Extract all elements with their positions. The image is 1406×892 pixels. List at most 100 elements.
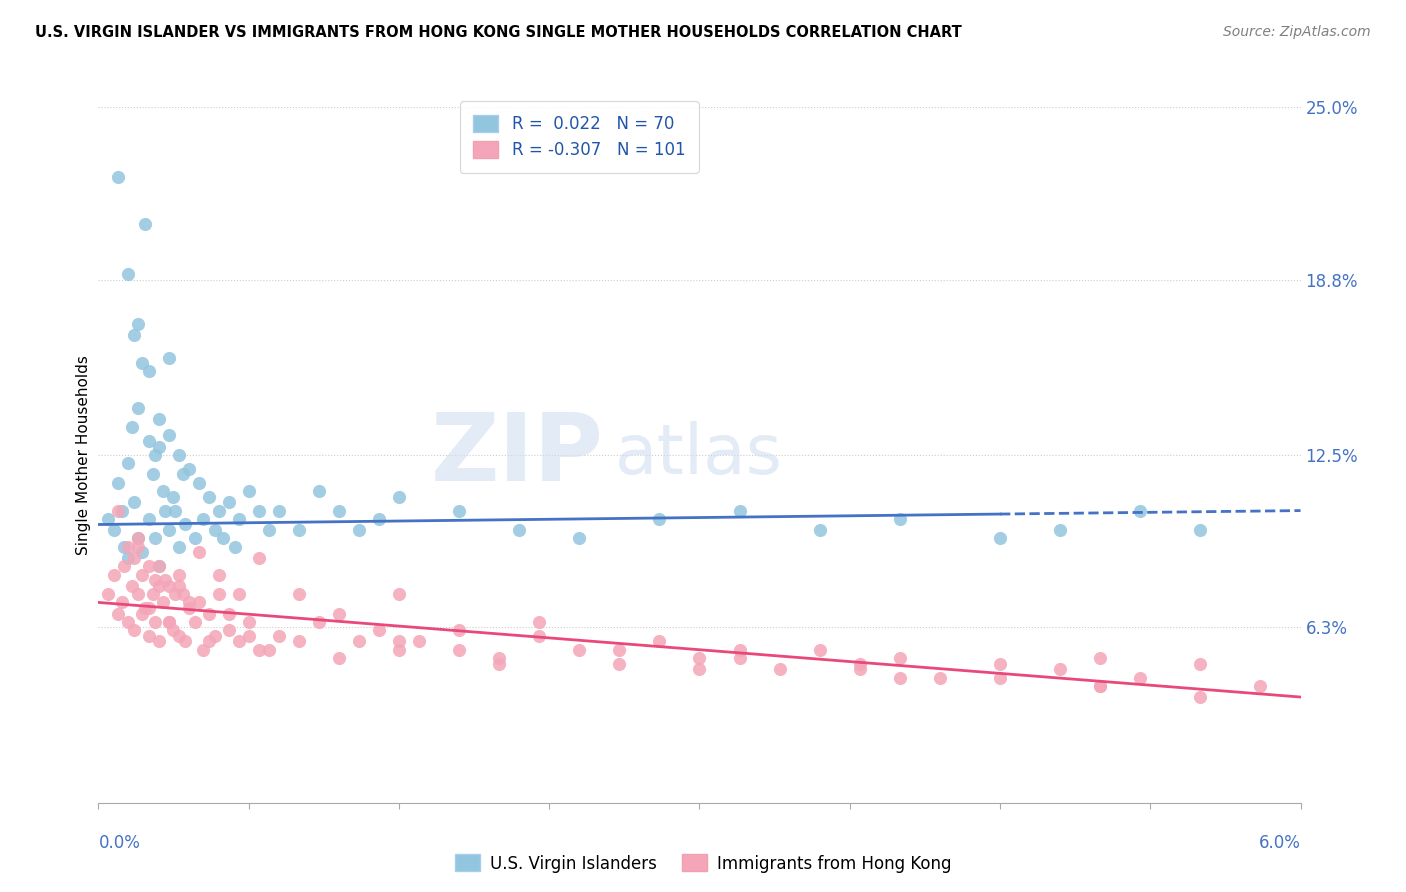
Point: [128, 401, 150, 415]
Point: [152, 595, 174, 609]
Point: [107, 169, 129, 184]
Point: [208, 567, 231, 582]
Point: [328, 503, 350, 517]
Point: [287, 523, 309, 537]
Point: [111, 595, 134, 609]
Point: [111, 503, 134, 517]
Point: [768, 662, 790, 676]
Point: [157, 579, 180, 593]
Point: [267, 629, 290, 643]
Point: [1189, 657, 1212, 671]
Point: [148, 559, 170, 574]
Point: [138, 559, 160, 574]
Point: [117, 550, 139, 565]
Point: [121, 579, 143, 593]
Point: [117, 456, 139, 470]
Point: [388, 634, 411, 648]
Point: [157, 615, 180, 629]
Point: [143, 448, 166, 462]
Point: [107, 475, 129, 490]
Point: [568, 532, 591, 546]
Point: [167, 540, 190, 554]
Point: [124, 624, 146, 638]
Point: [191, 512, 214, 526]
Point: [688, 651, 710, 665]
Point: [848, 657, 870, 671]
Point: [141, 587, 163, 601]
Point: [367, 624, 389, 638]
Point: [607, 657, 630, 671]
Point: [447, 642, 470, 657]
Point: [529, 615, 551, 629]
Point: [138, 434, 160, 448]
Point: [97, 512, 120, 526]
Point: [889, 651, 911, 665]
Text: 6.0%: 6.0%: [1258, 834, 1301, 852]
Point: [143, 532, 166, 546]
Point: [134, 601, 156, 615]
Point: [134, 217, 156, 231]
Point: [308, 484, 330, 499]
Point: [728, 651, 751, 665]
Point: [162, 624, 184, 638]
Point: [141, 467, 163, 482]
Point: [197, 490, 219, 504]
Point: [138, 601, 160, 615]
Point: [114, 559, 136, 574]
Point: [247, 503, 270, 517]
Point: [148, 579, 170, 593]
Point: [187, 595, 209, 609]
Point: [1249, 679, 1271, 693]
Point: [1189, 690, 1212, 704]
Y-axis label: Single Mother Households: Single Mother Households: [76, 355, 91, 555]
Text: 0.0%: 0.0%: [98, 834, 141, 852]
Point: [167, 579, 190, 593]
Point: [308, 615, 330, 629]
Point: [728, 642, 751, 657]
Point: [347, 634, 370, 648]
Point: [183, 615, 205, 629]
Point: [131, 356, 153, 370]
Point: [117, 615, 139, 629]
Point: [928, 671, 950, 685]
Point: [238, 615, 260, 629]
Point: [103, 567, 125, 582]
Point: [97, 587, 120, 601]
Point: [488, 651, 510, 665]
Point: [163, 587, 186, 601]
Point: [728, 503, 751, 517]
Point: [157, 428, 180, 442]
Point: [287, 634, 309, 648]
Point: [218, 624, 240, 638]
Point: [238, 484, 260, 499]
Point: [148, 559, 170, 574]
Point: [607, 642, 630, 657]
Point: [408, 634, 430, 648]
Point: [208, 503, 231, 517]
Point: [688, 662, 710, 676]
Point: [808, 523, 831, 537]
Point: [152, 484, 174, 499]
Point: [148, 634, 170, 648]
Point: [208, 587, 231, 601]
Point: [488, 657, 510, 671]
Point: [128, 540, 150, 554]
Point: [128, 532, 150, 546]
Point: [267, 503, 290, 517]
Point: [177, 462, 200, 476]
Point: [103, 523, 125, 537]
Point: [124, 550, 146, 565]
Point: [1088, 679, 1111, 693]
Point: [287, 587, 309, 601]
Point: [177, 601, 200, 615]
Point: [228, 512, 250, 526]
Point: [107, 607, 129, 621]
Point: [988, 671, 1011, 685]
Point: [117, 267, 139, 281]
Point: [197, 634, 219, 648]
Point: [808, 642, 831, 657]
Point: [247, 642, 270, 657]
Text: U.S. VIRGIN ISLANDER VS IMMIGRANTS FROM HONG KONG SINGLE MOTHER HOUSEHOLDS CORRE: U.S. VIRGIN ISLANDER VS IMMIGRANTS FROM …: [35, 25, 962, 40]
Point: [157, 523, 180, 537]
Point: [157, 351, 180, 365]
